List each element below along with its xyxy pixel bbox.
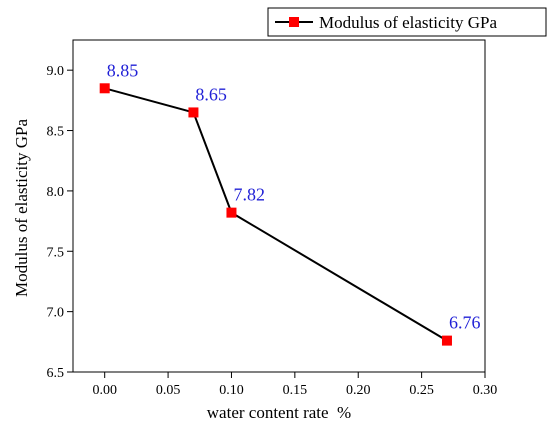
y-axis-ticks: 6.5 7.0 7.5 8.0 8.5 9.0	[47, 64, 73, 381]
data-point	[99, 83, 110, 94]
y-axis-label: Modulus of elasticity GPa	[12, 119, 31, 297]
data-label: 6.76	[449, 313, 481, 333]
data-label: 7.82	[233, 185, 265, 205]
x-tick-label: 0.00	[92, 383, 117, 398]
data-label: 8.85	[107, 60, 139, 80]
y-tick-label: 8.0	[47, 185, 65, 200]
y-tick-label: 7.5	[47, 245, 65, 260]
y-tick-label: 8.5	[47, 125, 65, 140]
y-tick-label: 9.0	[47, 64, 65, 79]
legend-marker	[289, 17, 299, 27]
y-tick-label: 6.5	[47, 366, 65, 381]
data-point	[188, 107, 199, 118]
legend: Modulus of elasticity GPa	[267, 7, 547, 37]
data-point	[441, 335, 452, 346]
x-axis-ticks: 0.00 0.05 0.10 0.15 0.20 0.25 0.30	[92, 372, 497, 398]
data-point	[226, 207, 237, 218]
x-tick-label: 0.25	[409, 383, 434, 398]
axes	[72, 39, 486, 373]
legend-box	[267, 7, 547, 37]
x-tick-label: 0.15	[283, 383, 308, 398]
plot-frame	[72, 39, 486, 373]
x-tick-label: 0.30	[473, 383, 498, 398]
legend-label: Modulus of elasticity GPa	[319, 13, 497, 32]
x-tick-label: 0.20	[346, 383, 371, 398]
series-layer: 8.85 8.65 7.82 6.76	[99, 60, 481, 346]
data-label: 8.65	[195, 84, 227, 104]
series-line	[104, 87, 448, 342]
x-axis-label: water content rate %	[207, 403, 351, 422]
y-tick-label: 7.0	[47, 306, 65, 321]
x-tick-label: 0.05	[156, 383, 181, 398]
x-tick-label: 0.10	[219, 383, 244, 398]
